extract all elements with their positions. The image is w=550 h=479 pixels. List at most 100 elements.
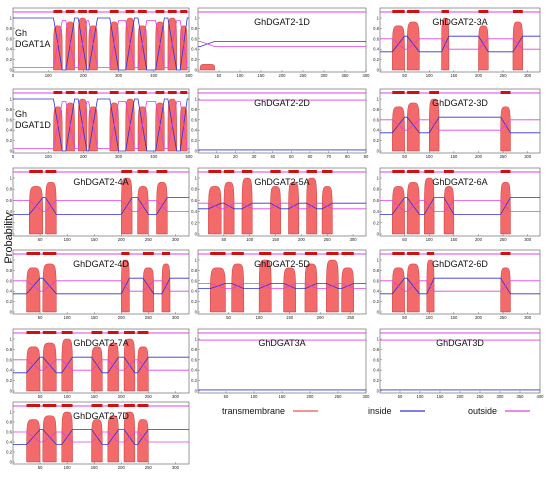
y-tick-label: 0.6 xyxy=(373,198,379,203)
plot-frame xyxy=(12,249,190,315)
x-tick-label: 150 xyxy=(91,237,99,242)
x-tick-label: 400 xyxy=(150,154,158,159)
panel-title: GhDGAT2-1D xyxy=(254,17,310,27)
tm-bar xyxy=(500,252,511,255)
tm-peak xyxy=(500,267,511,313)
x-tick-label: 100 xyxy=(64,394,72,399)
tm-bar xyxy=(392,91,405,94)
y-tick-label: 0.6 xyxy=(373,117,379,122)
x-tick-label: 150 xyxy=(450,315,458,320)
x-tick-label: 10 xyxy=(214,154,219,159)
x-tick-label: 50 xyxy=(398,394,403,399)
x-tick-label: 50 xyxy=(402,237,407,242)
y-tick-label: 0.2 xyxy=(373,378,379,383)
y-tick-label: 0.6 xyxy=(191,357,197,362)
x-tick-label: 250 xyxy=(500,154,508,159)
outside-line xyxy=(198,283,366,289)
y-tick-label: 0 xyxy=(10,68,13,73)
tm-bar xyxy=(441,10,449,13)
tm-bar xyxy=(26,252,41,255)
x-tick-label: 100 xyxy=(426,73,434,78)
x-tick-label: 0 xyxy=(12,73,15,78)
y-tick-label: 0.4 xyxy=(191,368,197,373)
tm-bar xyxy=(53,10,63,13)
panel-title: GhDGAT2-6A xyxy=(432,177,487,187)
outside-line xyxy=(380,280,540,292)
y-tick-label: 1 xyxy=(195,16,198,21)
y-tick-label: 1 xyxy=(377,176,380,181)
tm-peak xyxy=(26,267,41,313)
y-tick-label: 0.6 xyxy=(6,430,12,435)
x-tick-label: 50 xyxy=(38,315,43,320)
y-tick-label: 0 xyxy=(195,149,198,154)
panel-title: GhDGAT2-7A xyxy=(73,338,128,348)
panel-title: GhDGAT2-4A xyxy=(73,177,128,187)
y-tick-label: 0.8 xyxy=(191,26,197,31)
x-tick-label: 200 xyxy=(457,394,465,399)
y-tick-label: 0.2 xyxy=(373,220,379,225)
tm-bar xyxy=(407,252,420,255)
y-tick-label: 1 xyxy=(195,176,198,181)
tm-bar xyxy=(88,10,98,13)
tm-bar xyxy=(167,91,177,94)
y-tick-label: 0.4 xyxy=(6,128,12,133)
y-tick-label: 1 xyxy=(195,337,198,342)
x-tick-label: 300 xyxy=(172,394,180,399)
tm-bar xyxy=(61,331,73,334)
panel-title: GhDGAT3D xyxy=(436,338,484,348)
x-tick-label: 50 xyxy=(38,465,43,470)
x-tick-label: 300 xyxy=(524,237,532,242)
x-tick-label: 100 xyxy=(64,237,72,242)
tm-bar xyxy=(341,252,354,255)
tm-bar xyxy=(444,170,454,173)
tm-peak xyxy=(392,25,405,71)
y-tick-label: 0.2 xyxy=(191,57,197,62)
tm-bar xyxy=(392,252,405,255)
tm-bar xyxy=(407,170,420,173)
tm-peak xyxy=(137,346,149,392)
y-tick-label: 0.8 xyxy=(191,347,197,352)
x-tick-label: 300 xyxy=(172,315,180,320)
x-tick-label: 250 xyxy=(145,394,153,399)
y-tick-label: 0.8 xyxy=(6,187,12,192)
outside-line xyxy=(13,280,189,292)
y-tick-label: 1 xyxy=(10,176,13,181)
tm-bar xyxy=(45,170,57,173)
x-tick-label: 150 xyxy=(450,237,458,242)
x-tick-label: 200 xyxy=(118,394,126,399)
y-tick-label: 0 xyxy=(377,232,380,237)
y-tick-label: 0 xyxy=(377,149,380,154)
y-tick-label: 0 xyxy=(377,310,380,315)
tm-bar xyxy=(306,170,317,173)
tm-peak xyxy=(91,346,103,392)
y-tick-label: 0.6 xyxy=(191,117,197,122)
x-tick-label: 300 xyxy=(172,465,180,470)
tm-bar xyxy=(407,10,420,13)
x-tick-label: 50 xyxy=(226,315,231,320)
tm-peak xyxy=(29,186,43,235)
x-tick-label: 40 xyxy=(270,154,275,159)
tm-bar xyxy=(180,91,188,94)
tm-bar xyxy=(231,252,244,255)
outside-line xyxy=(13,20,189,68)
tm-peak xyxy=(26,346,41,392)
tm-bar xyxy=(180,10,188,13)
x-tick-label: 150 xyxy=(91,315,99,320)
tm-bar xyxy=(208,170,222,173)
tm-peak xyxy=(210,267,226,313)
tm-bar xyxy=(121,252,130,255)
x-tick-label: 300 xyxy=(524,315,532,320)
y-tick-label: 0.6 xyxy=(373,36,379,41)
tm-bar xyxy=(124,404,135,407)
y-tick-label: 0.4 xyxy=(373,368,379,373)
tm-bar xyxy=(322,170,333,173)
y-tick-label: 1 xyxy=(377,97,380,102)
x-tick-label: 50 xyxy=(402,154,407,159)
tm-bar xyxy=(304,252,318,255)
y-tick-label: 0.2 xyxy=(6,378,12,383)
y-tick-label: 0 xyxy=(195,389,198,394)
panel-title: GhDGAT2-3D xyxy=(432,98,488,108)
tm-bar xyxy=(42,252,57,255)
tm-peak xyxy=(321,186,333,235)
